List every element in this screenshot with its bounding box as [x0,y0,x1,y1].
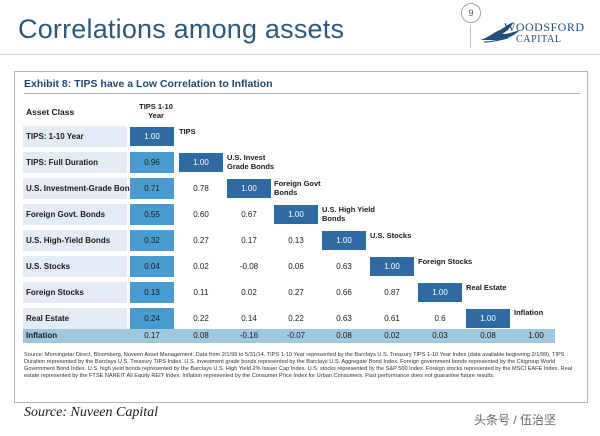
column-header: TIPS [179,127,196,136]
table-cell: 0.13 [130,282,174,303]
logo-title: WOODSFORD [504,20,585,34]
row-label: Foreign Govt. Bonds [26,210,106,219]
source-note: Source: Morningstar Direct, Bloomberg, N… [24,352,573,379]
table-row [23,152,127,173]
table-cell: 0.06 [288,262,304,271]
diagonal-cell: 1.00 [466,309,510,328]
row-label: U.S. Investment-Grade Bonds [26,184,139,193]
asset-class-header: Asset Class [26,107,75,117]
source-attribution: Source: Nuveen Capital [24,405,159,420]
diagonal-cell: 1.00 [274,205,318,224]
table-cell: 0.87 [384,288,400,297]
table-cell: 0.04 [130,256,174,277]
table-row [23,308,127,329]
table-cell: -0.07 [286,331,306,340]
row-label: Inflation [26,331,58,340]
column-header: U.S. Invest Grade Bonds [227,153,275,171]
table-cell: 0.63 [336,262,352,271]
table-cell: 0.22 [288,314,304,323]
table-cell: 0.02 [384,331,400,340]
diagonal-cell: 1.00 [418,283,462,302]
diagonal-cell: 1.00 [528,331,544,340]
diagonal-cell: 1.00 [370,257,414,276]
diagonal-cell: 1.00 [322,231,366,250]
table-cell: 0.22 [193,314,209,323]
column-header: Foreign Stocks [418,257,473,266]
logo-subtitle: CAPITAL [516,34,562,45]
row-label: TIPS: Full Duration [26,158,98,167]
table-cell: 0.03 [432,331,448,340]
table-cell: 0.32 [130,230,174,251]
table-cell: 0.55 [130,204,174,225]
table-cell: 0.13 [288,236,304,245]
bird-logo-icon [480,22,520,43]
table-row [23,178,127,199]
table-cell: 0.08 [336,331,352,340]
table-row [23,230,127,251]
table-cell: -0.16 [239,331,259,340]
table-cell: 0.24 [130,308,174,329]
diagonal-cell: 1.00 [130,127,174,146]
table-cell: 0.08 [193,331,209,340]
table-cell: 0.02 [193,262,209,271]
table-cell: 0.66 [336,288,352,297]
table-cell: 0.27 [288,288,304,297]
table-cell: 0.60 [193,210,209,219]
column-header: Foreign Govt Bonds [274,179,321,197]
table-cell: -0.08 [239,262,259,271]
page-number: 9 [461,3,481,23]
table-cell: 0.14 [241,314,257,323]
table-cell: 0.71 [130,178,174,199]
table-cell: 0.67 [241,210,257,219]
table-cell: 0.11 [193,288,209,297]
table-row [23,204,127,225]
column-header: TIPS 1-10 Year [139,102,173,120]
column-header: Inflation [514,308,544,317]
row-label: Real Estate [26,314,70,323]
slide-title: Correlations among assets [18,14,345,44]
table-cell: 0.78 [193,184,209,193]
table-cell: 0.6 [434,314,446,323]
exhibit-title-rule [24,93,580,94]
column-header: U.S. Stocks [370,231,412,240]
table-row [23,126,127,147]
table-row [23,282,127,303]
table-cell: 0.27 [193,236,209,245]
table-cell: 0.96 [130,152,174,173]
table-row [23,256,127,277]
table-cell: 0.63 [336,314,352,323]
diagonal-cell: 1.00 [179,153,223,172]
row-label: TIPS: 1-10 Year [26,132,84,141]
table-row [23,329,555,343]
table-cell: 0.17 [144,331,160,340]
table-cell: 0.61 [384,314,400,323]
row-label: Foreign Stocks [26,288,84,297]
column-header: Real Estate [466,283,507,292]
table-cell: 0.17 [241,236,257,245]
header-divider [470,26,471,48]
diagonal-cell: 1.00 [227,179,271,198]
watermark: 头条号 / 伍治坚 [474,413,557,427]
table-cell: 0.08 [480,331,496,340]
column-header: U.S. High Yield Bonds [322,205,375,223]
header-rule [0,54,600,55]
row-label: U.S. Stocks [26,262,71,271]
exhibit-title: Exhibit 8: TIPS have a Low Correlation t… [24,78,273,90]
row-label: U.S. High-Yield Bonds [26,236,111,245]
table-cell: 0.02 [241,288,257,297]
